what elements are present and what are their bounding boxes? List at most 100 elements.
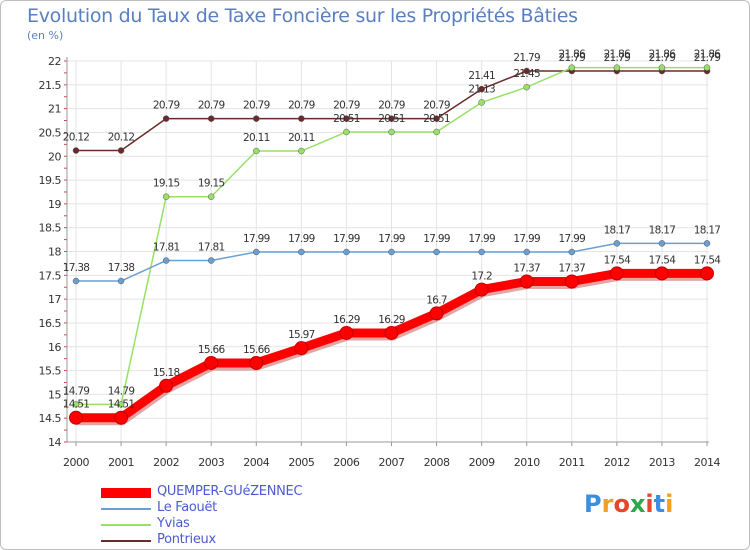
- y-tick-label: 20.5: [39, 126, 62, 139]
- series-shadow: [77, 269, 708, 426]
- logo-letter: i: [665, 490, 674, 518]
- data-label: 20.79: [378, 100, 405, 112]
- legend-swatch: [101, 508, 151, 510]
- series-point: [253, 115, 260, 122]
- series-point: [700, 266, 714, 281]
- y-tick-label: 19: [48, 198, 61, 211]
- series-point: [564, 274, 579, 289]
- x-tick-label: 2010: [514, 456, 540, 469]
- data-label: 18.17: [694, 224, 721, 236]
- series-point: [474, 282, 489, 297]
- data-label: 17.99: [243, 233, 270, 245]
- series-point: [72, 277, 80, 285]
- data-label: 16.29: [378, 314, 405, 326]
- series-point: [654, 266, 669, 281]
- legend-label: Le Faouët: [157, 500, 217, 515]
- series-point: [523, 248, 530, 256]
- y-tick-label: 22: [48, 55, 61, 68]
- data-label: 17.99: [559, 233, 586, 245]
- legend-label: QUEMPER-GUéZENNEC: [157, 484, 303, 499]
- data-label: 17.99: [423, 233, 450, 245]
- series-point: [117, 277, 125, 285]
- series-point: [207, 257, 215, 264]
- series-layer: [69, 64, 714, 426]
- data-label: 20.79: [423, 100, 450, 112]
- x-tick-label: 2003: [198, 456, 224, 469]
- series-point: [298, 115, 305, 122]
- series-point: [298, 248, 305, 256]
- data-label: 15.18: [153, 367, 180, 379]
- data-label: 17.99: [333, 233, 360, 245]
- data-label: 14.51: [63, 399, 90, 411]
- data-label: 19.15: [198, 178, 225, 190]
- series-point: [523, 83, 530, 91]
- y-tick-label: 18: [48, 246, 61, 259]
- proxiti-logo: Proxiti: [584, 490, 673, 518]
- series-point: [609, 266, 624, 281]
- data-label: 21.79: [694, 52, 721, 64]
- y-tick-label: 19.5: [39, 174, 62, 187]
- data-label: 20.51: [333, 113, 360, 125]
- data-label: 16.7: [426, 294, 447, 306]
- series-point: [162, 193, 170, 200]
- series-point: [388, 115, 395, 122]
- data-label: 21.86: [604, 49, 632, 61]
- data-label: 17.81: [153, 242, 180, 254]
- series-point: [207, 193, 215, 200]
- axis-layer: 1414.51515.51616.51717.51818.51919.52020…: [39, 55, 721, 469]
- series-point: [613, 64, 621, 71]
- data-label: 21.86: [649, 49, 677, 61]
- data-label: 20.79: [153, 100, 180, 112]
- series-point: [388, 248, 395, 256]
- y-tick-label: 17: [48, 293, 61, 306]
- y-tick-label: 14: [48, 436, 61, 449]
- y-tick-label: 15.5: [39, 365, 62, 378]
- data-label: 21.86: [694, 49, 722, 61]
- series-point: [478, 85, 485, 93]
- data-label: 21.41: [468, 70, 495, 82]
- series-point: [658, 64, 666, 71]
- legend-label: Pontrieux: [157, 532, 216, 547]
- series-point: [294, 341, 309, 356]
- series-point: [433, 115, 440, 122]
- data-label: 20.79: [288, 100, 315, 112]
- data-label: 18.17: [649, 224, 676, 236]
- logo-letter: x: [629, 490, 646, 518]
- series-point: [384, 325, 399, 340]
- y-tick-label: 17.5: [39, 269, 62, 282]
- legend-swatch: [101, 524, 151, 526]
- series-point: [478, 99, 485, 106]
- legend-label: Yvias: [157, 516, 190, 531]
- x-tick-label: 2001: [108, 456, 134, 469]
- data-label: 20.11: [243, 132, 270, 144]
- data-label: 17.99: [378, 233, 405, 245]
- series-point: [162, 257, 170, 264]
- y-tick-label: 16.5: [39, 317, 62, 330]
- data-label: 17.37: [559, 263, 586, 275]
- data-label: 17.99: [513, 233, 540, 245]
- series-point: [388, 128, 395, 136]
- data-label: 20.51: [423, 113, 450, 125]
- series-point: [703, 240, 711, 247]
- series-point: [117, 401, 125, 408]
- series-point: [478, 248, 485, 256]
- series-point: [523, 67, 530, 75]
- data-label: 21.79: [604, 52, 631, 64]
- logo-letter: o: [613, 490, 630, 518]
- x-tick-label: 2006: [333, 456, 359, 469]
- logo-letter: P: [584, 490, 602, 518]
- series-point: [207, 115, 215, 122]
- series-point: [343, 128, 350, 136]
- series-point: [72, 147, 80, 154]
- legend-swatch: [101, 488, 151, 498]
- data-label: 14.79: [63, 385, 90, 397]
- data-label: 15.66: [198, 344, 226, 356]
- series-point: [703, 64, 711, 71]
- series-point: [339, 325, 354, 340]
- series-point: [613, 240, 621, 247]
- x-tick-label: 2002: [153, 456, 179, 469]
- series-point: [658, 240, 666, 247]
- series-point: [433, 128, 440, 136]
